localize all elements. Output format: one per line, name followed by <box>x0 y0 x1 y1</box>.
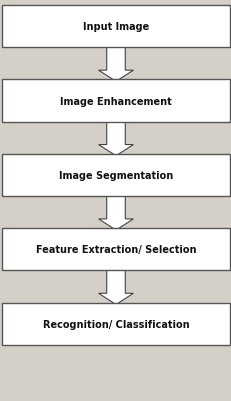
Polygon shape <box>98 194 133 231</box>
Bar <box>2 303 229 345</box>
Text: Feature Extraction/ Selection: Feature Extraction/ Selection <box>36 245 195 255</box>
Polygon shape <box>98 120 133 156</box>
Text: Input Image: Input Image <box>82 22 149 32</box>
Bar <box>2 6 229 48</box>
Bar <box>2 229 229 271</box>
Polygon shape <box>98 46 133 82</box>
Text: Image Enhancement: Image Enhancement <box>60 96 171 106</box>
Bar <box>2 80 229 122</box>
Bar <box>2 154 229 196</box>
Text: Recognition/ Classification: Recognition/ Classification <box>43 319 188 329</box>
Text: Image Segmentation: Image Segmentation <box>59 170 172 180</box>
Polygon shape <box>98 269 133 305</box>
